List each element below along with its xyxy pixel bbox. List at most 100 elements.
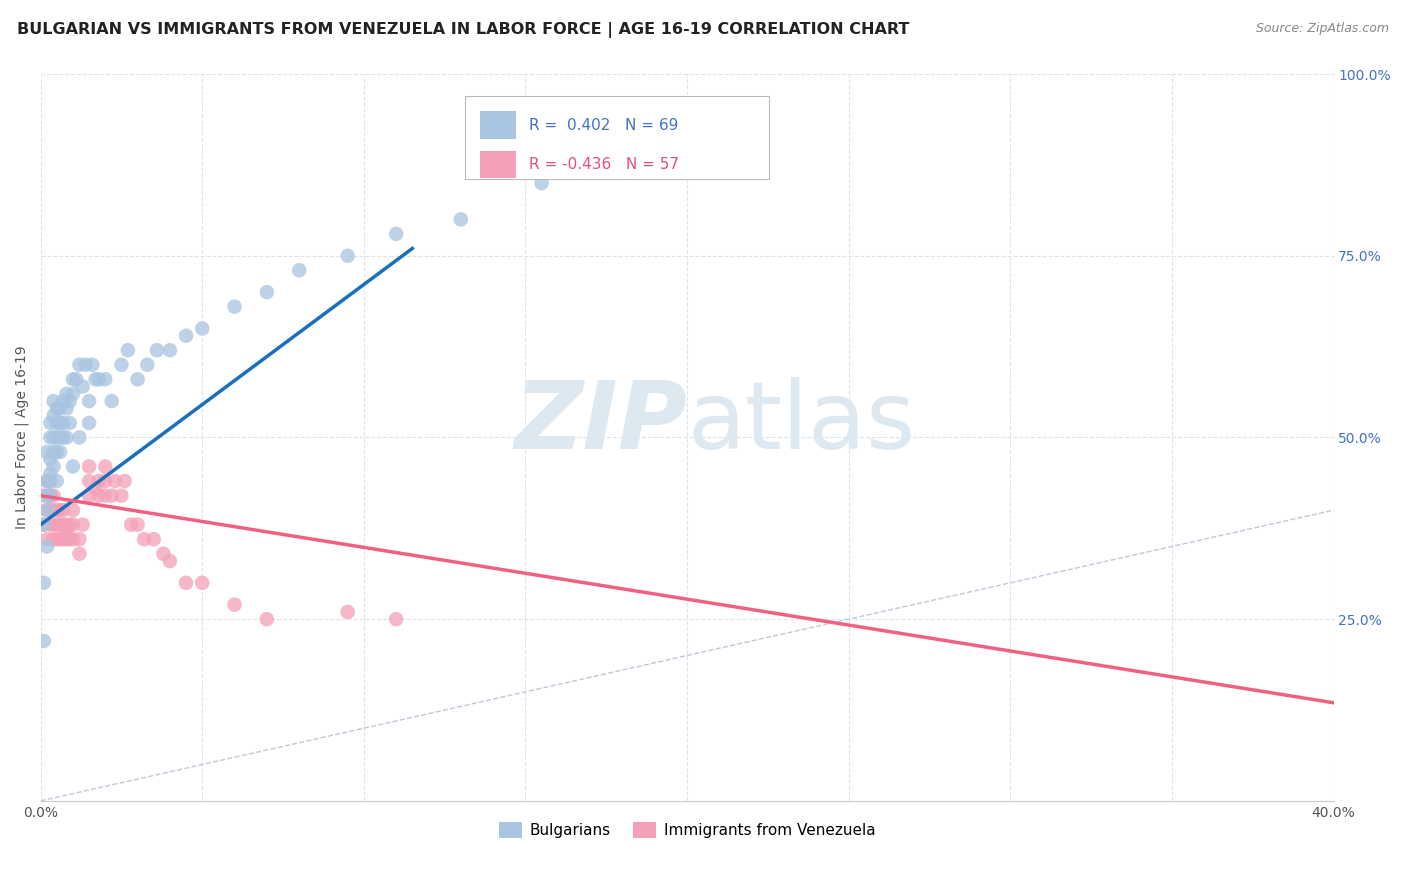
Point [75, 358, 97, 372]
Point [62, 503, 84, 517]
Point [159, 554, 181, 568]
Point [77, 489, 100, 503]
Point [45, 445, 67, 459]
Point [256, 612, 278, 626]
Point [49, 503, 72, 517]
Point [39, 474, 62, 488]
Text: atlas: atlas [688, 377, 915, 469]
Text: Source: ZipAtlas.com: Source: ZipAtlas.com [1256, 22, 1389, 36]
Point [35, 532, 58, 546]
Point [385, 227, 408, 241]
Point [59, 517, 82, 532]
Point [45, 430, 67, 444]
Point [530, 176, 553, 190]
Point [59, 394, 82, 409]
Point [132, 532, 155, 546]
Point [52, 416, 75, 430]
Point [612, 154, 634, 169]
Point [49, 532, 72, 546]
Point [42, 532, 65, 546]
Point [49, 401, 72, 416]
Point [336, 605, 359, 619]
Point [224, 598, 246, 612]
Point [67, 547, 90, 561]
Point [72, 379, 94, 393]
Point [114, 474, 136, 488]
Point [32, 517, 55, 532]
Point [87, 372, 110, 386]
Point [65, 372, 87, 386]
Point [35, 445, 58, 459]
Point [77, 416, 100, 430]
Point [35, 503, 58, 517]
Text: ZIP: ZIP [515, 377, 688, 469]
Point [84, 481, 107, 495]
Point [127, 517, 149, 532]
Point [100, 394, 122, 409]
Point [52, 430, 75, 444]
Point [39, 503, 62, 517]
Point [450, 212, 472, 227]
Point [127, 372, 149, 386]
Legend: Bulgarians, Immigrants from Venezuela: Bulgarians, Immigrants from Venezuela [492, 816, 882, 844]
Point [117, 343, 139, 358]
Text: R =  0.402   N = 69: R = 0.402 N = 69 [529, 118, 679, 133]
Point [94, 459, 117, 474]
Point [385, 612, 408, 626]
Point [82, 358, 104, 372]
Point [142, 532, 165, 546]
Point [39, 517, 62, 532]
Point [62, 517, 84, 532]
Point [174, 575, 197, 590]
Point [32, 634, 55, 648]
Point [45, 517, 67, 532]
Point [676, 125, 699, 139]
Point [42, 459, 65, 474]
Point [191, 575, 214, 590]
Point [32, 575, 55, 590]
Point [52, 517, 75, 532]
Point [77, 394, 100, 409]
Point [100, 489, 122, 503]
Point [52, 503, 75, 517]
Point [87, 489, 110, 503]
Point [59, 416, 82, 430]
Point [94, 372, 117, 386]
Point [67, 430, 90, 444]
Point [174, 328, 197, 343]
Bar [465, 95, 769, 179]
Point [77, 459, 100, 474]
Point [55, 532, 77, 546]
Point [49, 517, 72, 532]
Point [55, 430, 77, 444]
Point [52, 532, 75, 546]
Point [67, 532, 90, 546]
Point [35, 474, 58, 488]
Point [49, 416, 72, 430]
Point [39, 474, 62, 488]
Point [42, 517, 65, 532]
Point [39, 430, 62, 444]
Point [146, 343, 169, 358]
Point [224, 300, 246, 314]
Y-axis label: In Labor Force | Age 16-19: In Labor Force | Age 16-19 [15, 345, 30, 529]
Point [288, 263, 311, 277]
Point [336, 249, 359, 263]
Point [87, 474, 110, 488]
Point [52, 394, 75, 409]
Text: R = -0.436   N = 57: R = -0.436 N = 57 [529, 157, 679, 172]
Point [42, 445, 65, 459]
Point [256, 285, 278, 299]
Point [94, 474, 117, 488]
Point [45, 416, 67, 430]
Point [67, 358, 90, 372]
Point [35, 474, 58, 488]
Point [152, 547, 174, 561]
Point [62, 387, 84, 401]
Point [72, 517, 94, 532]
Point [55, 387, 77, 401]
Point [94, 489, 117, 503]
Point [84, 372, 107, 386]
Point [35, 503, 58, 517]
Point [104, 474, 127, 488]
